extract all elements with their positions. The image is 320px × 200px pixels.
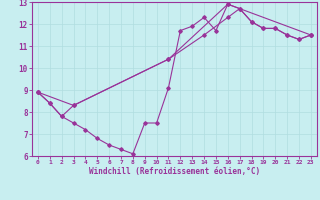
X-axis label: Windchill (Refroidissement éolien,°C): Windchill (Refroidissement éolien,°C)	[89, 167, 260, 176]
